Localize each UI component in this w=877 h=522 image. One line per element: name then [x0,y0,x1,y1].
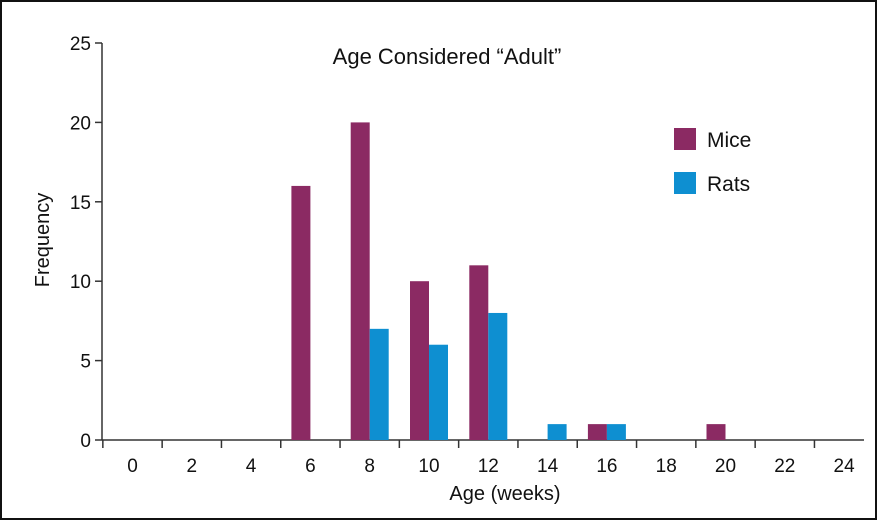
x-tick-label: 10 [418,456,439,477]
bar-rats-12 [488,312,508,440]
bar-mice-8 [350,122,370,441]
legend-label-mice: Mice [707,129,751,152]
x-tick-label: 2 [187,456,198,477]
x-tick-label: 0 [127,456,138,477]
bar-mice-20 [706,424,726,440]
x-tick-label: 22 [774,456,795,477]
legend-swatch-rats [674,172,696,194]
bar-mice-6 [291,185,311,440]
x-tick-label: 16 [596,456,617,477]
y-tick-label: 0 [80,431,91,452]
bar-mice-10 [410,281,429,440]
chart-title: Age Considered “Adult” [333,44,562,69]
x-tick-label: 14 [537,456,559,477]
bar-rats-14 [547,424,567,440]
x-tick-label: 20 [715,456,736,477]
bars [291,122,726,441]
y-tick-label: 15 [70,193,91,214]
x-axis-label: Age (weeks) [449,483,560,505]
legend-swatch-mice [674,128,696,150]
bar-rats-10 [429,344,448,440]
bar-rats-16 [606,424,626,440]
x-tick-label: 24 [834,456,856,477]
legend-label-rats: Rats [707,173,750,196]
axes [95,42,864,448]
x-tick-label: 8 [364,456,375,477]
y-axis-label: Frequency [32,193,54,288]
x-tick-label: 12 [478,456,499,477]
bar-rats-8 [369,328,389,440]
y-tick-label: 25 [70,34,91,55]
y-tick-label: 10 [70,272,91,293]
x-tick-label: 6 [305,456,316,477]
bar-mice-12 [469,265,489,440]
x-tick-label: 4 [246,456,257,477]
x-tick-label: 18 [656,456,677,477]
bar-mice-16 [587,424,607,440]
y-tick-label: 20 [70,113,91,134]
legend: Mice Rats [674,128,751,196]
y-tick-label: 5 [80,352,91,373]
